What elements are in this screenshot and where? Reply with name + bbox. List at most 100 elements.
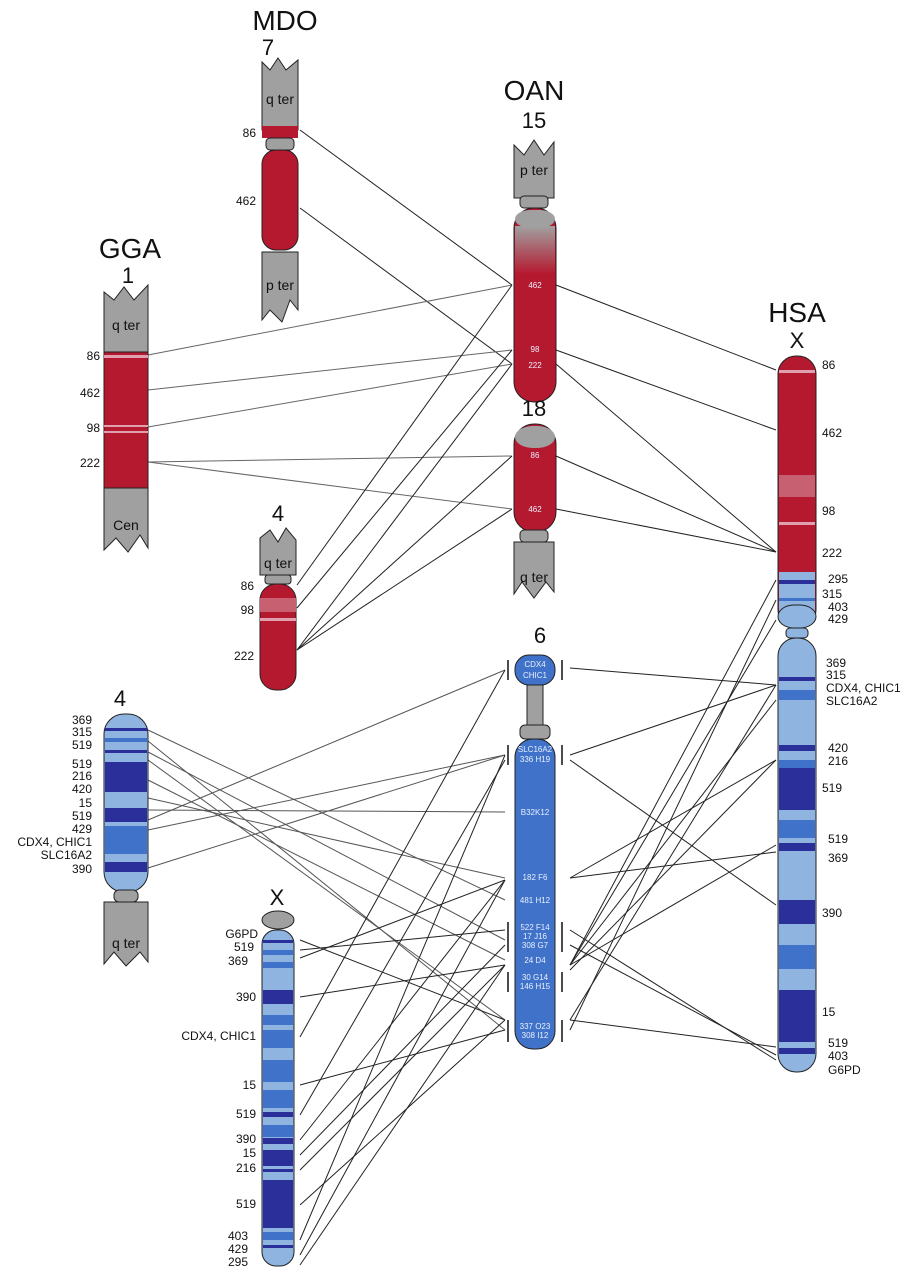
mdox-marker-390: 390 — [236, 990, 256, 1004]
mdox-marker-519b: 519 — [236, 1107, 256, 1121]
hsax-marker-315b: 315 — [826, 668, 846, 682]
hsa-species-label: HSA — [768, 297, 826, 328]
oan6-label-146h15: 146 H15 — [520, 982, 551, 991]
oan6-label-17j16: 17 J16 — [523, 932, 548, 941]
hsax-marker-98: 98 — [822, 504, 836, 518]
hsax-marker-519c: 519 — [828, 1036, 848, 1050]
mdo4-chrom-number: 4 — [272, 501, 284, 526]
mdox-marker-390b: 390 — [236, 1132, 256, 1146]
gga1-marker-86: 86 — [87, 349, 101, 363]
oan15-label-98: 98 — [531, 345, 540, 354]
gga4-marker-cdx4-chic1: CDX4, CHIC1 — [17, 835, 92, 849]
mdo-chromosome-7: MDO 7 q ter p ter 86 462 — [236, 5, 318, 323]
hsax-marker-slc16a2: SLC16A2 — [826, 694, 878, 708]
oan-species-label: OAN — [504, 75, 565, 106]
mdo7-chrom-number: 7 — [262, 35, 274, 60]
hsax-marker-216: 216 — [828, 754, 848, 768]
mdox-marker-15b: 15 — [243, 1146, 257, 1160]
oan15-label-462: 462 — [528, 281, 542, 290]
hsa-chromosome-x: HSA X 86 462 98 222 295 315 403 429 369 … — [768, 297, 901, 1077]
mdox-marker-519c: 519 — [236, 1197, 256, 1211]
oan6-label-337o23: 337 O23 — [520, 1022, 551, 1031]
mdo4-marker-222: 222 — [234, 649, 254, 663]
oan6-label-308i12: 308 I12 — [522, 1031, 549, 1040]
mdo7-qter-label: q ter — [266, 91, 294, 107]
hsax-marker-315: 315 — [822, 587, 842, 601]
gga1-cen-label: Cen — [113, 517, 139, 533]
gga4-qter-label: q ter — [112, 935, 140, 951]
oan-chromosome-6: 6 CDX4 CHIC1 SLC16A2 336 H19 B32K12 182 … — [507, 623, 563, 1050]
mdox-marker-295: 295 — [228, 1255, 248, 1269]
oan6-label-24d4: 24 D4 — [524, 956, 546, 965]
mdox-marker-15: 15 — [243, 1078, 257, 1092]
hsax-chrom-number: X — [790, 328, 805, 353]
hsax-marker-86: 86 — [822, 358, 836, 372]
oan15-chrom-number: 15 — [522, 108, 546, 133]
gga4-marker-369: 369 — [72, 713, 92, 727]
hsax-marker-g6pd: G6PD — [828, 1063, 861, 1077]
hsax-marker-403: 403 — [828, 600, 848, 614]
gga4-chrom-number: 4 — [114, 686, 126, 711]
oan18-chrom-number: 18 — [522, 396, 546, 421]
mdo4-marker-98: 98 — [241, 603, 255, 617]
gga4-marker-slc16a2: SLC16A2 — [41, 848, 93, 862]
gga4-marker-429: 429 — [72, 822, 92, 836]
oan6-label-522f14: 522 F14 — [520, 923, 550, 932]
mdox-marker-369: 369 — [228, 954, 248, 968]
gga-chromosome-1: GGA 1 q ter Cen 86 462 98 222 — [80, 233, 162, 553]
mdo4-qter-label: q ter — [264, 555, 292, 571]
mdox-marker-403: 403 — [228, 1229, 248, 1243]
hsax-marker-390: 390 — [822, 906, 842, 920]
oan6-label-slc16a2: SLC16A2 — [518, 745, 553, 754]
oan6-label-cdx4: CDX4 — [524, 660, 546, 669]
gga4-marker-216: 216 — [72, 769, 92, 783]
mdox-marker-429: 429 — [228, 1242, 248, 1256]
hsax-marker-15: 15 — [822, 1005, 836, 1019]
gga1-qter-label: q ter — [112, 317, 140, 333]
gga-species-label: GGA — [99, 233, 162, 264]
oan6-label-182f6: 182 F6 — [523, 873, 548, 882]
hsax-marker-403b: 403 — [828, 1049, 848, 1063]
mdo7-marker-462: 462 — [236, 194, 256, 208]
mdox-marker-cdx4-chic1: CDX4, CHIC1 — [181, 1029, 256, 1043]
hsax-marker-cdx4-chic1: CDX4, CHIC1 — [826, 681, 901, 695]
gga4-marker-519b: 519 — [72, 757, 92, 771]
hsax-marker-462: 462 — [822, 426, 842, 440]
gga4-marker-315: 315 — [72, 725, 92, 739]
gga1-marker-222: 222 — [80, 456, 100, 470]
mdo4-marker-86: 86 — [241, 579, 255, 593]
hsax-marker-222: 222 — [822, 546, 842, 560]
mdox-marker-519: 519 — [234, 940, 254, 954]
mdo-species-label: MDO — [252, 5, 317, 36]
oan6-label-30g14: 30 G14 — [522, 973, 549, 982]
oan6-chrom-number: 6 — [534, 623, 546, 648]
homology-lines — [147, 129, 777, 1266]
mdo7-pter-label: p ter — [266, 277, 294, 293]
mdox-marker-g6pd: G6PD — [225, 927, 258, 941]
gga-chromosome-4: 4 q ter 369 315 519 519 216 420 15 519 4… — [17, 686, 149, 967]
mdo-chromosome-4: 4 q ter 86 98 222 — [234, 501, 297, 691]
oan-chromosome-18: 18 q ter 86 462 — [513, 396, 557, 599]
oan18-label-462: 462 — [528, 505, 542, 514]
hsax-marker-519b: 519 — [828, 832, 848, 846]
mdo-chromosome-x: X G6PD 519 369 390 CDX4, CHIC1 15 519 39… — [181, 885, 295, 1269]
oan6-label-336h19: 336 H19 — [520, 755, 551, 764]
oan15-pter-label: p ter — [520, 162, 548, 178]
mdox-marker-216: 216 — [236, 1161, 256, 1175]
oan18-qter-label: q ter — [520, 569, 548, 585]
gga1-marker-462: 462 — [80, 386, 100, 400]
oan18-label-86: 86 — [531, 451, 540, 460]
mdox-chrom-number: X — [270, 885, 285, 910]
hsax-marker-429: 429 — [828, 612, 848, 626]
gga4-marker-15: 15 — [79, 796, 93, 810]
hsax-marker-295: 295 — [828, 572, 848, 586]
oan6-label-481h12: 481 H12 — [520, 896, 551, 905]
mdo7-marker-86: 86 — [243, 126, 257, 140]
hsax-marker-420: 420 — [828, 741, 848, 755]
oan15-label-222: 222 — [528, 361, 542, 370]
gga4-marker-519c: 519 — [72, 809, 92, 823]
hsax-marker-369b: 369 — [828, 851, 848, 865]
gga1-chrom-number: 1 — [122, 263, 134, 288]
oan6-label-b32k12: B32K12 — [521, 808, 550, 817]
